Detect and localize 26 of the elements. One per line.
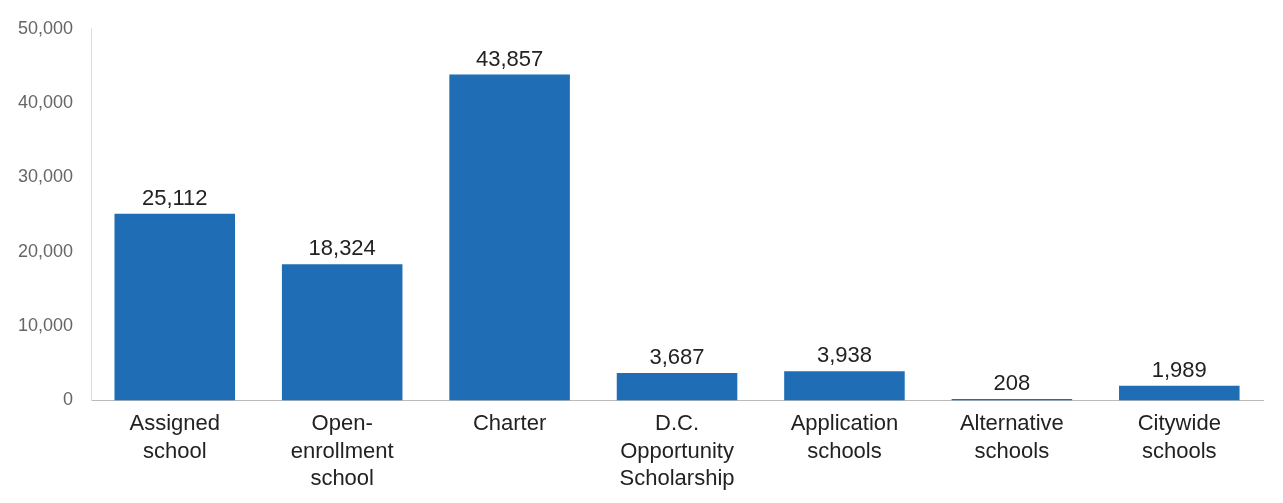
bar	[1119, 385, 1240, 401]
x-tick-label: Open-enrollment school	[290, 410, 394, 491]
bar	[449, 74, 570, 401]
x-tick-label: Assigned school	[129, 410, 221, 463]
data-label: 208	[993, 370, 1031, 396]
bar	[114, 213, 236, 401]
x-tick-label: Alternative schools	[959, 410, 1064, 463]
data-label: 43,857	[475, 45, 544, 71]
bar	[616, 373, 738, 401]
x-tick-label: Application schools	[790, 410, 899, 463]
y-tick-label: 10,000	[17, 315, 74, 336]
data-label: 18,324	[308, 235, 376, 261]
y-tick-label: 40,000	[17, 92, 74, 113]
y-tick-label: 20,000	[17, 240, 74, 261]
bar	[784, 371, 905, 401]
y-tick-label: 30,000	[17, 166, 74, 187]
bar	[281, 264, 403, 401]
x-tick-label: Citywide schools	[1137, 410, 1221, 463]
data-label: 3,687	[649, 344, 705, 370]
x-tick-label: D.C. Opportunity Scholarship	[619, 410, 735, 491]
data-label: 25,112	[141, 184, 208, 210]
y-tick-label: 0	[63, 389, 74, 410]
data-label: 1,989	[1151, 356, 1207, 382]
data-label: 3,938	[816, 342, 872, 368]
x-tick-label: Charter	[472, 410, 547, 436]
y-tick-label: 50,000	[17, 17, 74, 38]
